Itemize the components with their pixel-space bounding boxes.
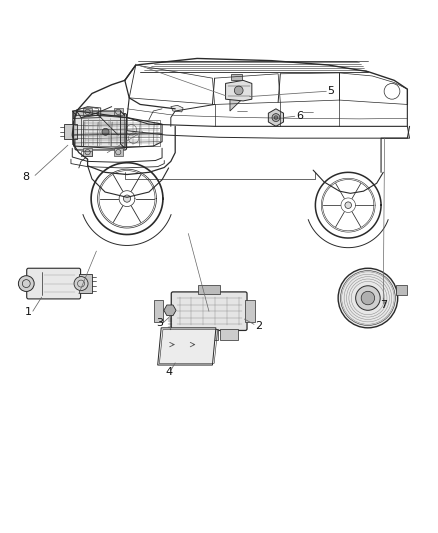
Text: 5: 5	[327, 86, 334, 96]
Polygon shape	[79, 274, 92, 293]
Circle shape	[124, 195, 131, 202]
Polygon shape	[114, 108, 123, 115]
Circle shape	[18, 276, 34, 292]
Polygon shape	[72, 111, 125, 115]
Text: 2: 2	[255, 321, 262, 330]
Circle shape	[338, 268, 398, 328]
Text: 1: 1	[25, 308, 32, 318]
Circle shape	[345, 202, 352, 208]
Polygon shape	[180, 329, 198, 340]
Polygon shape	[268, 109, 283, 126]
Text: 3: 3	[156, 318, 163, 328]
Polygon shape	[158, 328, 216, 365]
Text: 4: 4	[165, 367, 172, 377]
Circle shape	[361, 292, 374, 305]
Text: 6: 6	[297, 111, 304, 122]
Polygon shape	[396, 285, 407, 295]
Polygon shape	[201, 329, 218, 340]
Polygon shape	[64, 124, 77, 140]
FancyBboxPatch shape	[75, 114, 127, 150]
Circle shape	[102, 128, 109, 135]
Polygon shape	[220, 329, 238, 340]
Polygon shape	[198, 285, 220, 294]
Polygon shape	[230, 93, 250, 111]
FancyBboxPatch shape	[27, 268, 81, 299]
Circle shape	[234, 86, 243, 95]
Polygon shape	[114, 148, 123, 156]
Polygon shape	[83, 148, 92, 156]
Polygon shape	[164, 305, 176, 316]
Polygon shape	[171, 106, 183, 112]
FancyBboxPatch shape	[171, 292, 247, 330]
Polygon shape	[226, 80, 252, 101]
Polygon shape	[72, 111, 120, 144]
Polygon shape	[83, 108, 92, 115]
Circle shape	[274, 116, 278, 119]
Polygon shape	[231, 74, 242, 80]
Polygon shape	[120, 111, 125, 148]
Circle shape	[272, 114, 280, 122]
Polygon shape	[154, 300, 163, 322]
Text: 7: 7	[380, 300, 387, 310]
Polygon shape	[245, 300, 255, 322]
Circle shape	[356, 286, 380, 310]
Text: 8: 8	[23, 172, 30, 182]
Circle shape	[74, 277, 88, 290]
